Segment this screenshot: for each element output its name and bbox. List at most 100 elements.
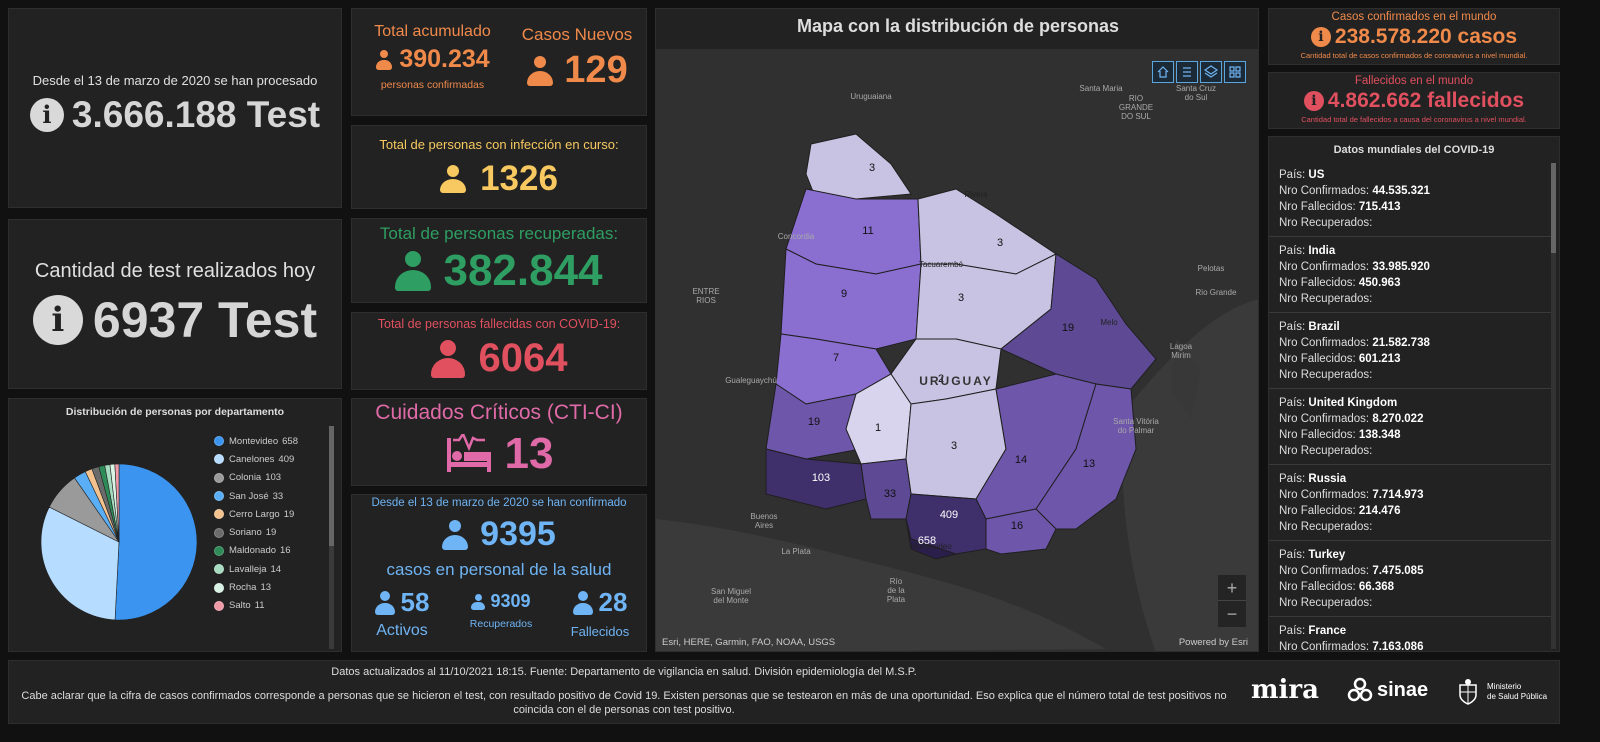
recovered-title: Total de personas recuperadas: bbox=[379, 224, 619, 243]
person-icon bbox=[471, 593, 486, 610]
legend-item[interactable]: Lavalleja 14 bbox=[214, 560, 298, 578]
zoom-controls: + − bbox=[1218, 575, 1246, 627]
legend-value: 13 bbox=[260, 582, 272, 594]
map-region-value: 19 bbox=[1062, 322, 1074, 334]
map-region-value: 409 bbox=[940, 509, 958, 521]
map-panel[interactable]: Mapa con la distribución de personas 3 11… bbox=[655, 8, 1259, 652]
world-list-panel: Datos mundiales del COVID-19 País: US Nro… bbox=[1268, 136, 1560, 652]
legend-swatch bbox=[214, 582, 224, 593]
health-active-value: 58 bbox=[400, 587, 430, 617]
world-deaths-panel: Fallecidos en el mundo i 4.862.662 falle… bbox=[1268, 72, 1560, 129]
map-department-region[interactable] bbox=[1000, 253, 1157, 390]
map-toolbar bbox=[1150, 61, 1246, 87]
map-place-label: Uruguaiana bbox=[850, 92, 892, 101]
country-item[interactable]: País: India Nro Confirmados: 33.985.920 Nr… bbox=[1269, 237, 1551, 313]
world-confirmed-value: 238.578.220 casos bbox=[1334, 25, 1518, 48]
map-powered-by[interactable]: Powered by Esri bbox=[1178, 637, 1248, 648]
basemap-gallery-icon[interactable] bbox=[1224, 61, 1246, 83]
country-name: País: France bbox=[1279, 625, 1347, 637]
country-recovered: Nro Recuperados: bbox=[1279, 597, 1373, 609]
country-item[interactable]: País: US Nro Confirmados: 44.535.321 Nro F… bbox=[1269, 161, 1551, 237]
person-icon bbox=[395, 251, 432, 291]
legend-item[interactable]: Montevideo 658 bbox=[214, 432, 298, 450]
legend-item[interactable]: Rocha 13 bbox=[214, 578, 298, 596]
legend-scrollbar[interactable] bbox=[329, 426, 334, 649]
legend-item[interactable]: Colonia 103 bbox=[214, 469, 298, 487]
health-recovered-value: 9309 bbox=[490, 591, 531, 611]
person-icon bbox=[442, 519, 469, 550]
home-icon[interactable] bbox=[1152, 61, 1174, 83]
pie-chart bbox=[40, 463, 198, 621]
legend-item[interactable]: Canelones 409 bbox=[214, 450, 298, 468]
legend-swatch bbox=[214, 509, 224, 520]
map-place-label: Montevideo bbox=[910, 542, 952, 551]
cti-panel: Cuidados Críticos (CTI-CI) 13 bbox=[351, 398, 647, 486]
hospital-bed-icon bbox=[446, 434, 491, 472]
legend-label: San José bbox=[229, 490, 269, 502]
health-sub: casos en personal de la salud bbox=[386, 560, 612, 579]
world-deaths-sub: Cantidad total de fallecidos a causa del… bbox=[1301, 115, 1527, 124]
active-title: Total de personas con infección en curso… bbox=[379, 137, 619, 152]
legend-item[interactable]: Cerro Largo 19 bbox=[214, 505, 298, 523]
new-cases-title: Casos Nuevos bbox=[521, 25, 633, 44]
country-recovered: Nro Recuperados: bbox=[1279, 445, 1373, 457]
map-region-value: 3 bbox=[869, 162, 875, 174]
legend-swatch bbox=[214, 527, 224, 538]
footer-note: Cabe aclarar que la cifra de casos confi… bbox=[21, 690, 1227, 716]
map-place-label: Santa Maria bbox=[1079, 84, 1123, 93]
map-place-label: Lagoa Mirim bbox=[1170, 342, 1193, 360]
deceased-value: 6064 bbox=[478, 336, 568, 380]
info-icon: i bbox=[29, 98, 64, 132]
country-item[interactable]: País: Brazil Nro Confirmados: 21.582.738 N… bbox=[1269, 313, 1551, 389]
map-region-value: 19 bbox=[808, 416, 820, 428]
legend-item[interactable]: Soriano 19 bbox=[214, 523, 298, 541]
tests-total-value: 3.666.188 Test bbox=[71, 94, 321, 135]
legend-label: Maldonado bbox=[229, 545, 277, 557]
zoom-in-button[interactable]: + bbox=[1218, 575, 1246, 601]
map-place-label: Rio Grande bbox=[1196, 288, 1237, 297]
map-region-value: 16 bbox=[1011, 520, 1023, 532]
map-region-value: 13 bbox=[1083, 458, 1095, 470]
tests-today-panel: Cantidad de test realizados hoy i 6937 T… bbox=[8, 219, 342, 389]
legend-item[interactable]: San José 33 bbox=[214, 487, 298, 505]
country-item[interactable]: País: United Kingdom Nro Confirmados: 8.2… bbox=[1269, 389, 1551, 465]
tests-total-caption: Desde el 13 de marzo de 2020 se han proc… bbox=[32, 73, 318, 88]
footer-panel: Datos actualizados al 11/10/2021 18:15. … bbox=[8, 660, 1560, 724]
info-icon: i bbox=[32, 295, 83, 345]
map-title: Mapa con la distribución de personas bbox=[656, 9, 1258, 49]
legend-value: 409 bbox=[278, 453, 295, 465]
world-list-scrollbar[interactable] bbox=[1551, 163, 1556, 649]
country-item[interactable]: País: Russia Nro Confirmados: 7.714.973 Nr… bbox=[1269, 465, 1551, 541]
country-confirmed: Nro Confirmados: 7.714.973 bbox=[1279, 489, 1424, 501]
country-confirmed: Nro Confirmados: 7.475.085 bbox=[1279, 565, 1424, 577]
legend-list-icon[interactable] bbox=[1176, 61, 1198, 83]
map-department-region[interactable] bbox=[1035, 383, 1137, 530]
tests-today-caption: Cantidad de test realizados hoy bbox=[34, 260, 316, 282]
pie-slice-salto[interactable] bbox=[114, 463, 120, 543]
accum-value: 390.234 bbox=[399, 45, 490, 73]
map-place-label: Rivera bbox=[964, 190, 988, 199]
map-department-region[interactable] bbox=[985, 508, 1057, 555]
map-place-label: Concordia bbox=[778, 232, 815, 241]
map-place-label: Santa Cruz do Sul bbox=[1176, 84, 1216, 102]
legend-item[interactable]: Salto 11 bbox=[214, 597, 298, 615]
sinae-logo-text: sinae bbox=[1377, 678, 1429, 701]
country-item[interactable]: País: Turkey Nro Confirmados: 7.475.085 Nr… bbox=[1269, 541, 1551, 617]
layers-icon[interactable] bbox=[1200, 61, 1222, 83]
world-list[interactable]: País: US Nro Confirmados: 44.535.321 Nro F… bbox=[1269, 161, 1551, 651]
zoom-out-button[interactable]: − bbox=[1226, 604, 1238, 624]
person-icon bbox=[374, 590, 395, 615]
legend-swatch bbox=[214, 545, 224, 556]
pie-slice-montevideo[interactable] bbox=[114, 463, 198, 621]
tests-today-value: 6937 Test bbox=[92, 292, 318, 348]
legend-item[interactable]: Maldonado 16 bbox=[214, 542, 298, 560]
map-department-region[interactable] bbox=[805, 133, 912, 200]
country-name: País: Brazil bbox=[1279, 321, 1340, 333]
map-department-region[interactable] bbox=[905, 518, 958, 560]
map-region-value: 9 bbox=[841, 288, 847, 300]
country-confirmed: Nro Confirmados: 44.535.321 bbox=[1279, 185, 1430, 197]
pie-slice-canelones[interactable] bbox=[40, 506, 120, 621]
legend-value: 19 bbox=[283, 508, 295, 520]
